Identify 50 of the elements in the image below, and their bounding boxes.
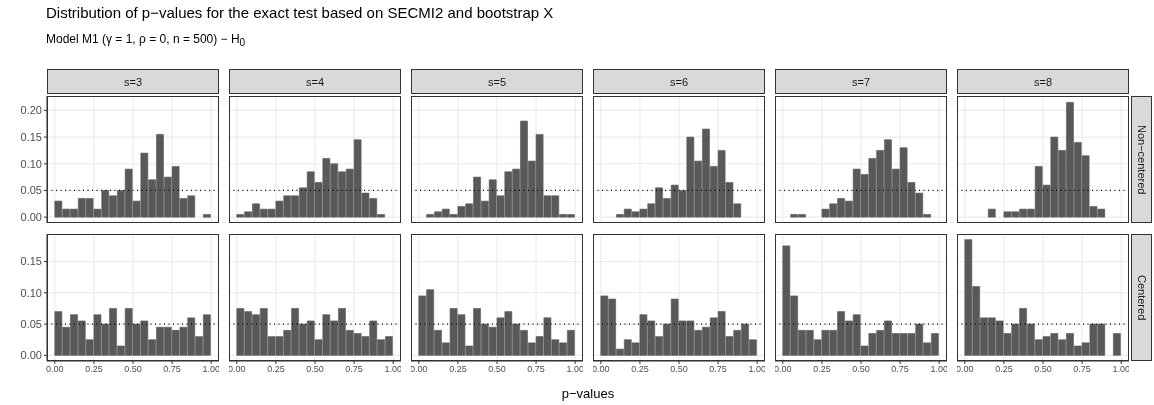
- x-tick-label: 0.50: [1034, 364, 1052, 375]
- x-tick-label: 0.00: [956, 364, 974, 375]
- x-tick-label: 0.25: [85, 364, 103, 375]
- x-tick-label: 1.00: [930, 364, 948, 375]
- x-tick-label: 0.25: [449, 364, 467, 375]
- x-tick-label: 0.50: [670, 364, 688, 375]
- x-tick-label: 0.75: [709, 364, 727, 375]
- x-tick-label: 1.00: [566, 364, 584, 375]
- y-tick-label: 0.05: [20, 317, 42, 330]
- y-tick-label: 0.05: [20, 184, 42, 197]
- x-tick-label: 0.25: [995, 364, 1013, 375]
- x-tick-label: 0.50: [306, 364, 324, 375]
- x-tick-label: 1.00: [1112, 364, 1130, 375]
- x-tick-label: 0.75: [1073, 364, 1091, 375]
- y-tick-label: 0.00: [20, 349, 42, 362]
- x-tick-label: 0.50: [852, 364, 870, 375]
- chart-title: s=5: [411, 69, 583, 94]
- x-tick-label: 0.75: [527, 364, 545, 375]
- x-tick-label: 1.00: [384, 364, 402, 375]
- x-tick-label: 0.00: [228, 364, 246, 375]
- chart-title: s=7: [775, 69, 947, 94]
- y-tick-label: 0.00: [20, 211, 42, 224]
- x-tick-label: 0.00: [46, 364, 64, 375]
- y-tick-label: 0.10: [20, 286, 42, 299]
- x-tick-label: 0.00: [410, 364, 428, 375]
- chart-title: s=6: [593, 69, 765, 94]
- x-tick-label: 0.75: [345, 364, 363, 375]
- text: Model M1 (γ = 1, ρ = 0, n = 500) − H$_{0}$: [46, 32, 246, 49]
- y-tick-label: 0.10: [20, 157, 42, 170]
- x-axis-title: p−values: [560, 386, 616, 401]
- y2-axis-title: Non−centered: [1131, 96, 1152, 223]
- x-tick-label: 0.75: [891, 364, 909, 375]
- x-tick-label: 0.25: [267, 364, 285, 375]
- x-tick-label: 0.00: [774, 364, 792, 375]
- x-tick-label: 0.75: [163, 364, 181, 375]
- chart-title: s=4: [229, 69, 401, 94]
- x-tick-label: 0.00: [592, 364, 610, 375]
- chart-title: s=8: [957, 69, 1129, 94]
- y2-axis-title: Centered: [1131, 234, 1152, 361]
- y-tick-label: 0.15: [20, 255, 42, 268]
- y-tick-label: 0.15: [20, 130, 42, 143]
- x-tick-label: 0.50: [124, 364, 142, 375]
- x-tick-label: 0.25: [631, 364, 649, 375]
- x-tick-label: 0.50: [488, 364, 506, 375]
- y-tick-label: 0.20: [20, 104, 42, 117]
- x-tick-label: 0.25: [813, 364, 831, 375]
- x-tick-label: 1.00: [202, 364, 220, 375]
- chart-title: s=3: [47, 69, 219, 94]
- x-tick-label: 1.00: [748, 364, 766, 375]
- text: Distribution of p−values for the exact test based on SECMI2 and bootstrap X: [46, 4, 554, 21]
